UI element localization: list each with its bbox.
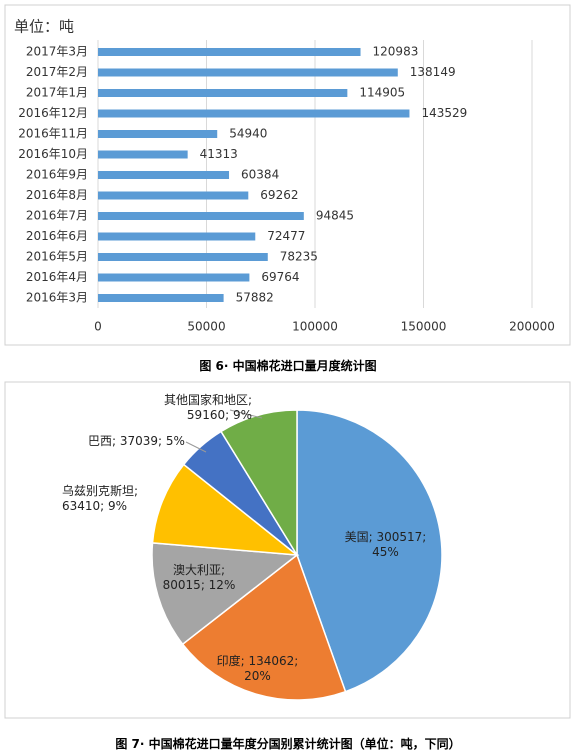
y-tick-label: 2016年11月 [18,127,88,141]
slice-label: 印度; 134062; 20% [216,654,299,683]
chart-frame [4,381,571,719]
value-label: 138149 [410,65,456,79]
y-tick-label: 2016年6月 [26,229,88,243]
bar [98,232,256,241]
leader-line [229,409,263,419]
caption: 图 6· 中国棉花进口量月度统计图 [199,359,377,373]
value-label: 78235 [280,250,318,264]
slice-label: 巴西; 37039; 5% [88,434,185,448]
pie-slice [151,542,299,646]
value-label: 69262 [260,188,298,202]
slice-label: 美国; 300517; 45% [344,530,427,559]
y-tick-label: 2016年8月 [26,188,88,202]
bar [98,150,188,159]
bar [98,171,230,179]
bar [98,191,249,200]
unit-label: 单位：吨 [14,18,74,36]
pie-slice [220,409,298,558]
y-tick-label: 2016年3月 [26,291,88,305]
slice-label: 澳大利亚; 80015; 12% [162,563,236,592]
value-label: 69764 [261,270,299,284]
value-label: 72477 [267,229,305,243]
y-tick-label: 2017年1月 [26,86,88,100]
bar [98,68,398,77]
y-tick-label: 2016年10月 [18,147,88,161]
pie-slice [181,553,347,701]
bar [98,212,304,220]
value-label: 54940 [229,127,267,141]
chart-frame [4,4,571,346]
value-label: 143529 [421,106,467,120]
bar [98,130,218,138]
value-label: 41313 [200,147,238,161]
bar [98,48,361,56]
leader-line [185,441,207,453]
y-tick-label: 2017年3月 [26,45,88,59]
x-tick-label: 100000 [292,320,338,334]
y-tick-label: 2016年4月 [26,270,88,284]
y-tick-label: 2017年2月 [26,65,88,79]
x-tick-label: 200000 [509,320,555,334]
value-label: 120983 [373,45,419,59]
y-tick-label: 2016年9月 [26,168,88,182]
y-tick-label: 2016年7月 [26,209,88,223]
bar [98,89,348,97]
y-tick-label: 2016年5月 [26,250,88,264]
pie-slice [151,463,300,556]
value-label: 60384 [241,168,279,182]
x-tick-label: 150000 [401,320,447,334]
value-label: 94845 [316,209,354,223]
y-tick-label: 2016年12月 [18,106,88,120]
slice-label: 其他国家和地区; 59160; 9% [163,393,252,422]
bar [98,294,224,302]
bar [98,253,268,261]
caption: 图 7· 中国棉花进口量年度分国别累计统计图（单位：吨，下同） [115,737,461,751]
pie-slice [296,409,443,693]
bar [98,273,250,282]
x-tick-label: 50000 [187,320,225,334]
bar [98,109,410,118]
value-label: 57882 [236,291,274,305]
x-tick-label: 0 [94,320,102,334]
slice-label: 乌兹别克斯坦; 63410; 9% [62,484,139,513]
value-label: 114905 [359,86,405,100]
